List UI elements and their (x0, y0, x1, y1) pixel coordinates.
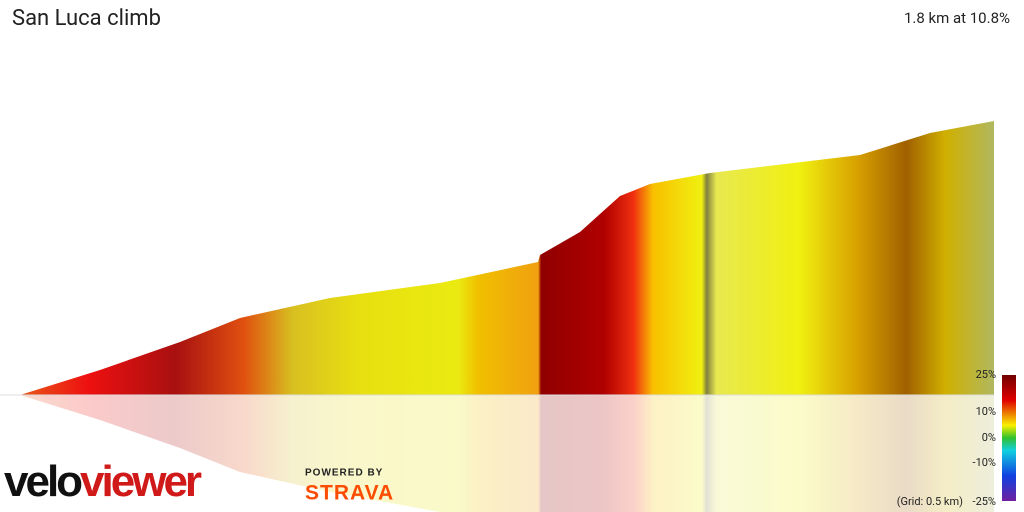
strava-logo: STRAVA (305, 482, 394, 505)
logo-part: velo (4, 457, 82, 506)
grade-colorbar (1002, 375, 1016, 501)
legend-tick: 25% (976, 368, 996, 381)
title: San Luca climb (12, 6, 161, 31)
legend-tick: -10% (973, 456, 996, 469)
legend-tick: 10% (976, 405, 996, 418)
elevation-profile (20, 121, 994, 395)
legend-tick: -25% (973, 495, 996, 508)
logo-part: viewer (80, 457, 202, 506)
legend-tick: 0% (982, 431, 996, 444)
profile-reflection (20, 395, 994, 512)
logo: veloviewer (4, 457, 202, 506)
stats: 1.8 km at 10.8% (904, 9, 1010, 27)
grid-note: (Grid: 0.5 km) (897, 495, 963, 508)
powered-by: POWERED BY (305, 468, 383, 479)
